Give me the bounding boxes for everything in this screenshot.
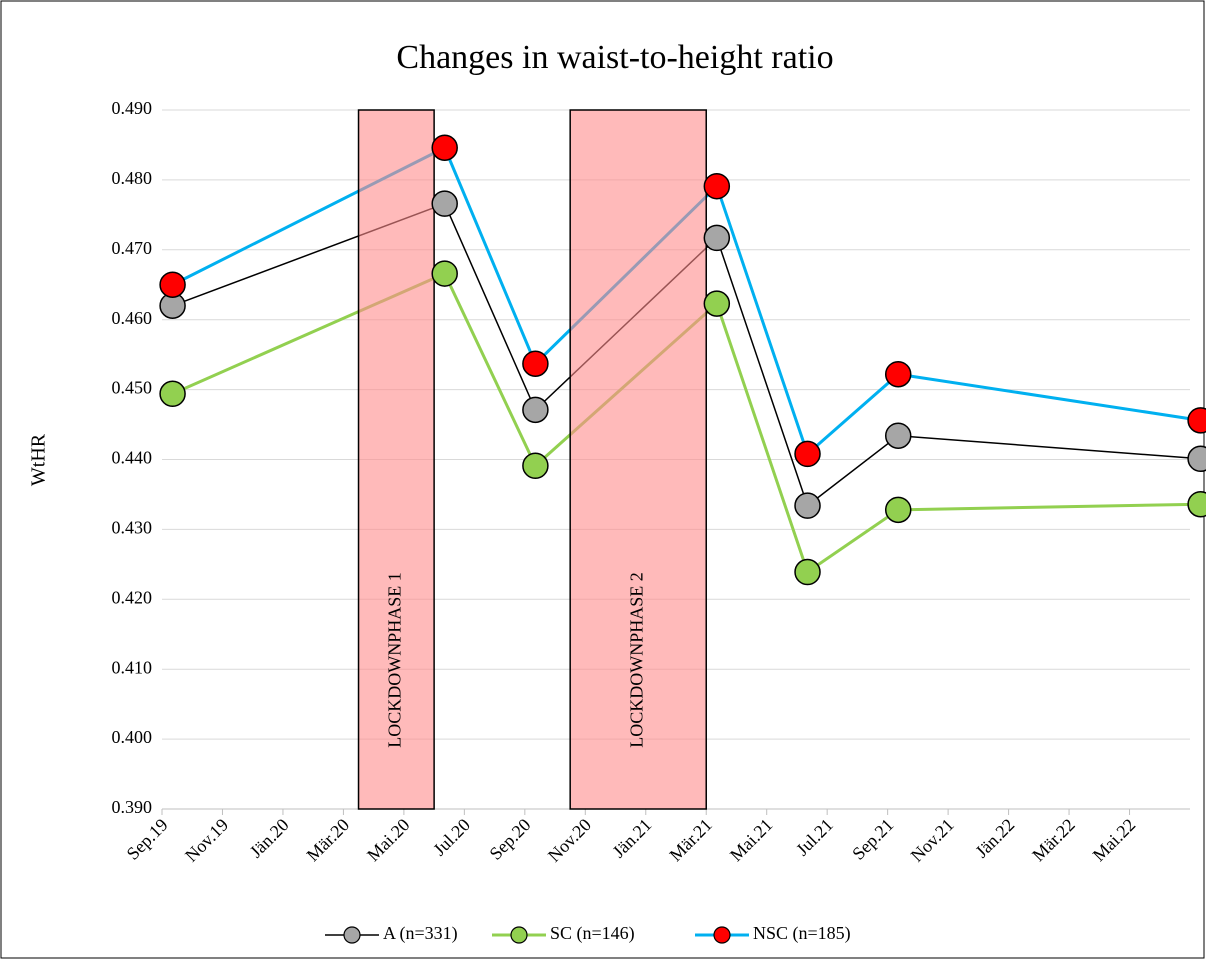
marker xyxy=(794,558,821,586)
legend-marker xyxy=(510,926,528,944)
marker xyxy=(794,492,821,519)
marker xyxy=(884,360,912,388)
marker xyxy=(884,422,912,449)
marker xyxy=(159,271,186,298)
legend-label: NSC (n=185) xyxy=(753,923,851,944)
y-tick-label: 0.430 xyxy=(112,518,153,538)
legend-marker xyxy=(713,926,731,944)
marker xyxy=(431,134,458,161)
marker xyxy=(1187,445,1206,473)
legend-label: A (n=331) xyxy=(383,923,458,944)
marker xyxy=(159,380,186,408)
lockdown-label: LOCKDOWNPHASE 1 xyxy=(384,572,404,748)
marker xyxy=(1187,490,1206,518)
marker xyxy=(522,452,549,480)
marker xyxy=(522,350,549,377)
marker xyxy=(884,496,912,524)
lockdown-label: LOCKDOWNPHASE 2 xyxy=(626,572,646,748)
lockdown-band xyxy=(357,109,435,810)
marker xyxy=(431,190,458,217)
marker xyxy=(703,290,731,317)
marker xyxy=(703,172,731,200)
y-tick-label: 0.440 xyxy=(112,448,153,468)
y-tick-label: 0.460 xyxy=(112,308,153,328)
legend-marker xyxy=(343,926,361,944)
y-tick-label: 0.400 xyxy=(112,727,153,747)
y-tick-label: 0.490 xyxy=(112,98,153,118)
y-tick-label: 0.420 xyxy=(112,587,153,607)
y-tick-label: 0.410 xyxy=(112,657,153,677)
y-tick-label: 0.470 xyxy=(112,238,153,258)
marker xyxy=(431,260,458,287)
lockdown-band xyxy=(569,109,707,810)
marker xyxy=(522,396,549,424)
legend-label: SC (n=146) xyxy=(550,923,635,944)
marker xyxy=(794,440,821,468)
marker xyxy=(1187,407,1206,434)
y-tick-label: 0.390 xyxy=(112,797,153,817)
marker xyxy=(703,224,731,252)
y-tick-label: 0.480 xyxy=(112,168,153,188)
y-tick-label: 0.450 xyxy=(112,378,153,398)
y-axis-label: WtHR xyxy=(28,433,50,486)
chart-title: Changes in waist-to-height ratio xyxy=(396,39,833,76)
